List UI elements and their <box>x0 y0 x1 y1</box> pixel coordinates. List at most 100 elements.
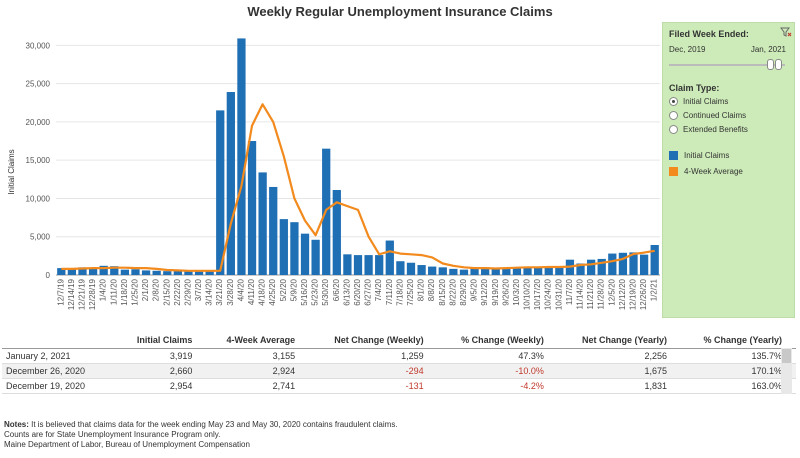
y-axis: 0 5,000 10,000 15,000 20,000 25,000 30,000 <box>26 41 51 280</box>
x-tick-label: 2/15/20 <box>162 278 171 305</box>
series-line <box>61 103 655 272</box>
bar <box>78 267 87 275</box>
y-tick-label: 20,000 <box>26 118 51 127</box>
x-tick-label: 9/12/20 <box>480 278 489 305</box>
bar <box>502 268 511 275</box>
table-cell: 170.1% <box>680 363 796 379</box>
bar <box>216 110 225 275</box>
table-header: Net Change (Weekly) <box>309 333 438 349</box>
x-tick-label: 10/3/20 <box>512 278 521 305</box>
legend-item-initial-claims[interactable]: Initial Claims <box>669 151 729 160</box>
x-tick-label: 7/25/20 <box>406 278 415 305</box>
x-tick-label: 12/28/19 <box>88 278 97 310</box>
x-tick-label: 10/17/20 <box>533 278 542 310</box>
x-tick-label: 5/2/20 <box>279 278 288 301</box>
x-tick-label: 3/28/20 <box>226 278 235 305</box>
gridlines <box>56 44 660 276</box>
x-axis: 12/7/19 12/14/19 12/21/19 12/28/19 1/4/20 1/1… <box>56 278 658 310</box>
table-scrollbar-thumb[interactable] <box>782 349 791 363</box>
radio-initial-claims[interactable]: Initial Claims <box>669 97 728 106</box>
x-tick-label: 1/4/20 <box>99 278 108 301</box>
x-tick-label: 12/26/20 <box>639 278 648 310</box>
x-tick-label: 2/29/20 <box>183 278 192 305</box>
bar <box>438 267 447 275</box>
x-tick-label: 12/12/20 <box>618 278 627 310</box>
bar <box>110 266 119 275</box>
table-cell: 135.7% <box>680 348 796 364</box>
x-tick-label: 12/14/19 <box>67 278 76 310</box>
x-tick-label: 10/31/20 <box>554 278 563 310</box>
bar <box>163 271 172 275</box>
bar <box>459 269 469 275</box>
x-tick-label: 7/4/20 <box>374 278 383 301</box>
bar <box>534 267 543 275</box>
table-cell: 3,919 <box>120 348 207 364</box>
x-tick-label: 12/7/19 <box>56 278 65 305</box>
bar <box>258 172 267 275</box>
bar <box>470 268 479 275</box>
bar <box>205 270 214 275</box>
radio-icon[interactable] <box>669 125 678 134</box>
table-cell: 1,831 <box>557 378 681 394</box>
table-cell: -4.2% <box>437 378 558 394</box>
table-cell: December 26, 2020 <box>2 363 120 379</box>
bar <box>364 255 373 275</box>
chart-title: Weekly Regular Unemployment Insurance Cl… <box>247 4 553 19</box>
radio-extended-benefits[interactable]: Extended Benefits <box>669 125 748 134</box>
claim-type-title: Claim Type: <box>669 83 720 93</box>
bar <box>385 240 394 275</box>
notes-line-1: Notes: It is believed that claims data f… <box>4 420 398 430</box>
table-cell: 47.3% <box>437 348 558 364</box>
bars-initial-claims <box>57 38 659 275</box>
range-end-label: Jan, 2021 <box>750 45 786 54</box>
x-tick-label: 7/11/20 <box>385 278 394 305</box>
x-tick-label: 11/21/20 <box>586 278 595 309</box>
table-cell: 2,660 <box>120 363 207 379</box>
x-tick-label: 4/4/20 <box>236 278 245 301</box>
table-cell: 2,741 <box>206 378 310 394</box>
claims-table: Initial Claims 4-Week Average Net Change… <box>2 333 796 394</box>
notes: Notes: It is believed that claims data f… <box>4 420 398 450</box>
bar <box>353 255 363 275</box>
table-row: December 19, 2020 2,954 2,741 -131 -4.2%… <box>2 378 796 394</box>
x-tick-label: 2/1/20 <box>141 278 150 301</box>
y-tick-label: 5,000 <box>30 233 51 242</box>
range-end-handle[interactable] <box>775 59 782 70</box>
table-cell: December 19, 2020 <box>2 378 120 394</box>
radio-continued-claims[interactable]: Continued Claims <box>669 111 746 120</box>
x-tick-label: 3/21/20 <box>215 278 224 305</box>
table-cell: 163.0% <box>680 378 796 394</box>
chart-plot: 0 5,000 10,000 15,000 20,000 25,000 30,000 12/… <box>7 38 660 310</box>
notes-text: It is believed that claims data for the … <box>28 420 398 429</box>
table-header: 4-Week Average <box>206 333 310 349</box>
x-tick-label: 4/18/20 <box>258 278 267 305</box>
bar <box>343 254 352 275</box>
date-range-slider[interactable] <box>669 64 785 66</box>
radio-selected-icon[interactable] <box>669 97 678 106</box>
bar <box>332 190 341 275</box>
x-tick-label: 8/1/20 <box>417 278 426 301</box>
table-cell: January 2, 2021 <box>2 348 120 364</box>
x-tick-label: 9/19/20 <box>491 278 500 305</box>
radio-label: Continued Claims <box>683 111 747 120</box>
clear-filter-icon[interactable] <box>780 26 792 38</box>
notes-line-3: Maine Department of Labor, Bureau of Une… <box>4 440 250 449</box>
radio-icon[interactable] <box>669 111 678 120</box>
x-tick-label: 10/10/20 <box>523 278 532 310</box>
legend-item-4-week-average[interactable]: 4-Week Average <box>669 167 743 176</box>
x-tick-label: 3/14/20 <box>205 278 214 305</box>
x-tick-label: 4/25/20 <box>268 278 277 305</box>
x-tick-label: 12/19/20 <box>629 278 638 310</box>
table-header-row: Initial Claims 4-Week Average Net Change… <box>2 333 796 349</box>
radio-label: Extended Benefits <box>683 125 748 134</box>
bar <box>396 261 405 275</box>
x-tick-label: 8/29/20 <box>459 278 468 305</box>
bar <box>586 259 596 275</box>
bar <box>523 267 532 275</box>
table-scrollbar[interactable] <box>781 348 792 394</box>
y-axis-label: Initial Claims <box>7 149 16 194</box>
range-start-handle[interactable] <box>767 59 774 70</box>
legend-swatch-blue <box>669 151 678 160</box>
bar <box>194 271 204 275</box>
radio-label: Initial Claims <box>683 97 729 106</box>
